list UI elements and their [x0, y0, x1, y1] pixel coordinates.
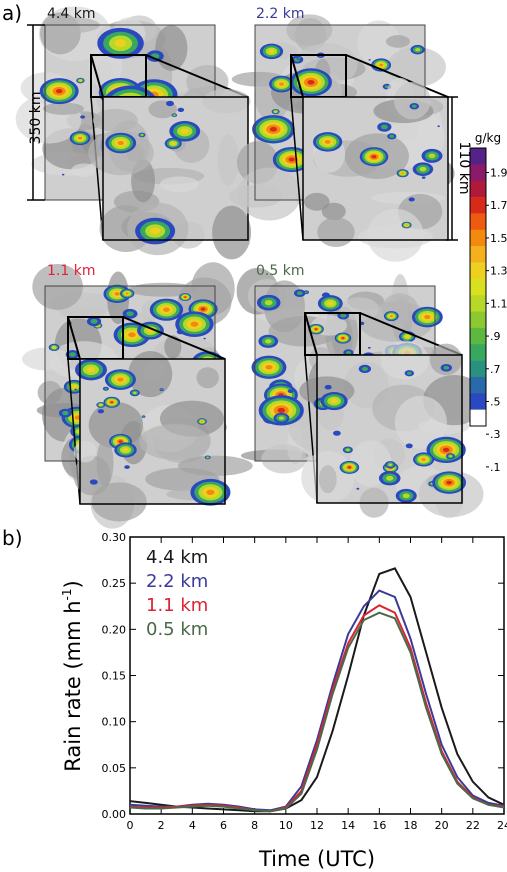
colorbar-tick-label: .3: [490, 428, 501, 441]
colorbar-segment: [470, 181, 486, 198]
map-inset-2: [303, 78, 448, 262]
colorbar-segment: [470, 197, 486, 214]
panel-a-label: a): [2, 1, 22, 25]
colorbar-segment: [470, 262, 486, 279]
map-panel-2: 2.2 km: [229, 6, 455, 262]
x-tick-label: 20: [435, 819, 449, 832]
colorbar-segment: [470, 312, 486, 329]
colorbar-segment: [470, 328, 486, 345]
colorbar-segment: [470, 246, 486, 263]
colorbar-segment: [470, 361, 486, 378]
x-tick-label: 24: [497, 819, 507, 832]
colorbar: g/kg 1.9 1.7 1.5 1.3 1.1 .9 .7 .5 .3 .1: [470, 131, 507, 474]
colorbar-segment: [470, 393, 486, 410]
colorbar-unit: g/kg: [475, 131, 501, 145]
y-tick-label: 0.10: [102, 716, 127, 729]
colorbar-segment: [470, 295, 486, 312]
rain-rate-chart: 0.000.050.100.150.200.250.30 0 2 4 6 8 10 12 14…: [60, 531, 507, 871]
resolution-label-3: 1.1 km: [47, 263, 95, 279]
scale-bar-350km: 350 km: [27, 25, 45, 200]
y-tick-label: 0.15: [102, 670, 127, 683]
colorbar-tick-label: 1.1: [490, 297, 507, 310]
series-line-0-5-km: [130, 613, 504, 812]
map-inset-3: [74, 351, 253, 529]
y-tick-label: 0.00: [102, 808, 127, 821]
legend-entry: 2.2 km: [146, 571, 208, 592]
colorbar-tick-label: .7: [490, 363, 501, 376]
map-panel-3: 1.1 km: [22, 262, 253, 528]
y-tick-label: 0.05: [102, 762, 127, 775]
legend: 4.4 km 2.2 km 1.1 km 0.5 km: [146, 547, 208, 640]
x-tick-label: 4: [189, 819, 196, 832]
colorbar-segment: [470, 213, 486, 230]
x-tick-label: 6: [220, 819, 227, 832]
panel-b-label: b): [2, 526, 23, 550]
x-tick-label: 14: [341, 819, 355, 832]
map-inset-4: [299, 341, 485, 519]
x-tick-label: 10: [279, 819, 293, 832]
colorbar-tick-label: 1.7: [490, 199, 507, 212]
colorbar-tick-label: .5: [490, 395, 501, 408]
y-tick-label: 0.20: [102, 623, 127, 636]
x-tick-label: 2: [158, 819, 165, 832]
legend-entry: 1.1 km: [146, 595, 208, 616]
colorbar-tick-label: .1: [490, 461, 501, 474]
colorbar-segment: [470, 344, 486, 361]
map-inset-1: [88, 89, 251, 259]
y-axis-title-sup: -1: [60, 588, 74, 600]
x-tick-label: 0: [127, 819, 134, 832]
colorbar-tick-label: 1.9: [490, 167, 507, 180]
colorbar-segment: [470, 410, 486, 427]
map-panel-4: 0.5 km: [237, 263, 486, 518]
map-panels: 4.4 km 2.2 km 1.1 km 0.5 km: [16, 6, 486, 529]
colorbar-tick-label: .9: [490, 330, 501, 343]
x-tick-label: 22: [466, 819, 480, 832]
map-panel-1: 4.4 km: [16, 6, 251, 259]
resolution-label-4: 0.5 km: [256, 263, 304, 279]
y-axis-title-close: ): [61, 580, 85, 588]
y-axis-title: Rain rate (mm h-1): [60, 580, 85, 771]
colorbar-segment: [470, 279, 486, 296]
legend-entry: 0.5 km: [146, 619, 208, 640]
x-tick-label: 18: [404, 819, 418, 832]
colorbar-tick-label: 1.5: [490, 232, 507, 245]
resolution-label-1: 4.4 km: [47, 6, 95, 22]
legend-entry: 4.4 km: [146, 547, 208, 568]
x-tick-label: 12: [310, 819, 324, 832]
scale-label-350: 350 km: [28, 92, 44, 145]
y-tick-label: 0.25: [102, 577, 127, 590]
colorbar-segment: [470, 148, 486, 165]
colorbar-segment: [470, 164, 486, 181]
y-axis-title-main: Rain rate (mm h: [61, 600, 85, 771]
x-tick-label: 8: [251, 819, 258, 832]
colorbar-segment: [470, 230, 486, 247]
x-axis-title: Time (UTC): [258, 847, 375, 871]
y-tick-label: 0.30: [102, 531, 127, 544]
colorbar-segment: [470, 377, 486, 394]
colorbar-tick-label: 1.3: [490, 265, 507, 278]
x-tick-label: 16: [372, 819, 386, 832]
resolution-label-2: 2.2 km: [256, 6, 304, 22]
